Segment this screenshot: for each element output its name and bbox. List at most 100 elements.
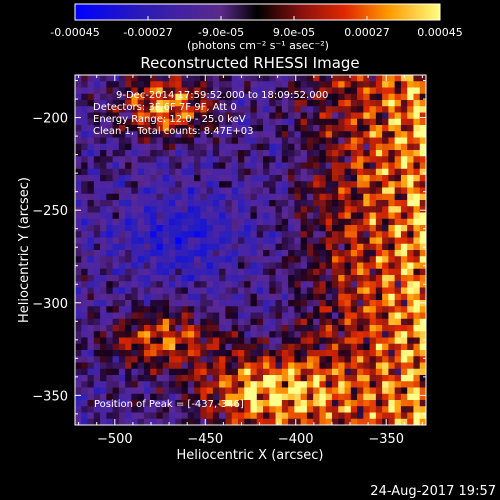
heatmap-cell [156, 125, 164, 132]
heatmap-cell [244, 156, 252, 164]
heatmap-cell [200, 325, 208, 332]
heatmap-cell [187, 106, 195, 114]
heatmap-cell [81, 418, 89, 425]
heatmap-cell [294, 306, 302, 314]
heatmap-cell [338, 262, 346, 270]
heatmap-cell [118, 400, 126, 407]
heatmap-cell [344, 237, 352, 245]
heatmap-cell [156, 325, 164, 332]
heatmap-cell [407, 206, 415, 214]
heatmap-cell [375, 231, 383, 239]
heatmap-cell [181, 412, 189, 420]
heatmap-cell [413, 143, 421, 151]
heatmap-cell [206, 312, 214, 320]
heatmap-cell [206, 306, 214, 314]
heatmap-cell [219, 125, 227, 132]
heatmap-cell [225, 118, 233, 126]
heatmap-cell [325, 100, 333, 107]
heatmap-cell [350, 100, 358, 107]
heatmap-cell [338, 231, 346, 239]
heatmap-cell [250, 262, 258, 270]
heatmap-cell [400, 356, 408, 364]
heatmap-cell [369, 275, 377, 282]
heatmap-cell [112, 293, 120, 301]
heatmap-cell [87, 325, 95, 332]
heatmap-cell [100, 331, 107, 339]
heatmap-cell [200, 287, 208, 295]
heatmap-cell [400, 200, 408, 207]
heatmap-cell [150, 243, 158, 251]
heatmap-cell [331, 93, 339, 101]
heatmap-cell [131, 318, 139, 326]
heatmap-cell [325, 362, 333, 370]
heatmap-cell [419, 393, 426, 401]
heatmap-cell [407, 137, 415, 145]
heatmap-cell [150, 193, 158, 201]
heatmap-cell [231, 350, 239, 357]
heatmap-cell [388, 81, 396, 89]
heatmap-cell [206, 231, 214, 239]
heatmap-cell [81, 318, 89, 326]
heatmap-cell [194, 256, 201, 264]
heatmap-cell [187, 312, 195, 320]
heatmap-cell [106, 343, 114, 351]
heatmap-cell [269, 350, 277, 357]
heatmap-cell [300, 418, 308, 425]
heatmap-cell [256, 243, 264, 251]
heatmap-cell [275, 337, 283, 345]
heatmap-cell [419, 375, 426, 382]
heatmap-cell [363, 137, 371, 145]
heatmap-cell [212, 112, 220, 120]
heatmap-cell [269, 306, 277, 314]
heatmap-cell [382, 300, 389, 307]
heatmap-cell [313, 100, 321, 107]
heatmap-cell [125, 356, 133, 364]
heatmap-cell [131, 193, 139, 201]
heatmap-cell [118, 243, 126, 251]
heatmap-cell [263, 181, 270, 189]
heatmap-cell [350, 150, 358, 157]
annotation-line: Energy Range: 12.0 - 25.0 keV [93, 114, 246, 125]
heatmap-cell [256, 337, 264, 345]
heatmap-cell [275, 256, 283, 264]
heatmap-cell [93, 400, 101, 407]
heatmap-cell [363, 393, 371, 401]
heatmap-cell [200, 106, 208, 114]
heatmap-cell [137, 362, 145, 370]
heatmap-cell [388, 325, 396, 332]
heatmap-cell [281, 318, 289, 326]
heatmap-cell [306, 237, 314, 245]
heatmap-cell [200, 212, 208, 220]
heatmap-cell [269, 150, 277, 157]
heatmap-cell [288, 125, 295, 132]
heatmap-cell [187, 187, 195, 195]
heatmap-cell [87, 262, 95, 270]
heatmap-cell [118, 325, 126, 332]
heatmap-cell [187, 93, 195, 101]
heatmap-cell [137, 318, 145, 326]
heatmap-cell [281, 175, 289, 182]
heatmap-cell [206, 162, 214, 170]
heatmap-cell [281, 137, 289, 145]
heatmap-cell [156, 143, 164, 151]
heatmap-cell [419, 231, 426, 239]
heatmap-cell [156, 131, 164, 139]
heatmap-cell [300, 137, 308, 145]
heatmap-cell [382, 362, 389, 370]
heatmap-cell [125, 93, 133, 101]
heatmap-cell [175, 350, 183, 357]
heatmap-cell [281, 275, 289, 282]
heatmap-cell [288, 93, 295, 101]
heatmap-cell [369, 318, 377, 326]
heatmap-cell [300, 312, 308, 320]
heatmap-cell [306, 193, 314, 201]
heatmap-cell [331, 300, 339, 307]
heatmap-cell [93, 168, 101, 176]
heatmap-cell [394, 387, 402, 395]
heatmap-cell [269, 331, 277, 339]
heatmap-cell [169, 325, 176, 332]
heatmap-cell [225, 106, 233, 114]
heatmap-cell [106, 106, 114, 114]
heatmap-cell [137, 256, 145, 264]
heatmap-cell [269, 325, 277, 332]
